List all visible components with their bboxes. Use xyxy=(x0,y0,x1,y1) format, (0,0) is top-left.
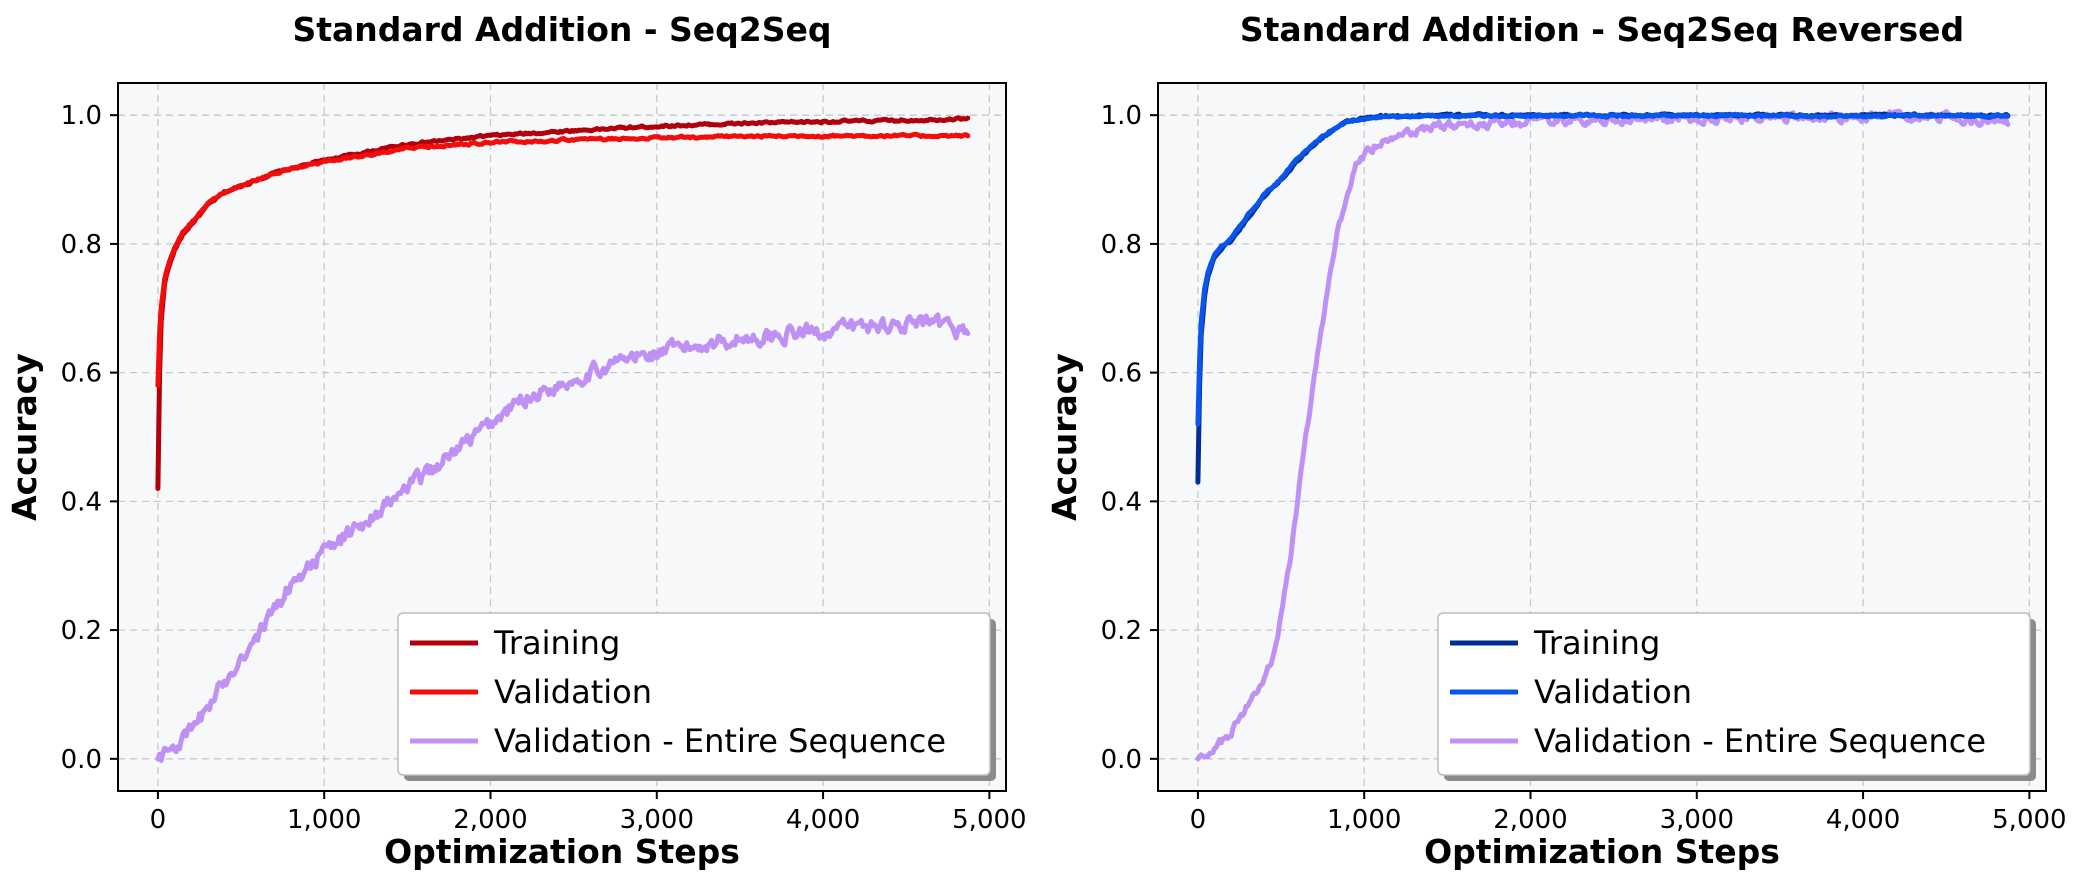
chart-1-legend: Training Validation Validation - Entire Se… xyxy=(397,612,996,781)
chart-1-series-group xyxy=(155,115,971,763)
chart-1-ytick-label: 0.6 xyxy=(61,359,102,389)
chart-1-xtick-label: 3,000 xyxy=(620,805,694,835)
chart-2-x-axis-label: Optimization Steps xyxy=(1424,832,1780,871)
chart-2-series-line-validation xyxy=(1195,111,2011,427)
chart-2-y-axis-label: Accuracy xyxy=(1045,353,1084,521)
chart-2-xtick-label: 2,000 xyxy=(1493,805,1567,835)
chart-1-series-line-validation-entire-sequence xyxy=(155,312,971,763)
chart-1-ytick-label: 0.0 xyxy=(61,745,102,775)
chart-1-series-line-validation xyxy=(155,131,971,388)
chart-2-ytick-label: 0.2 xyxy=(1101,616,1142,646)
chart-1-x-axis-label: Optimization Steps xyxy=(384,832,740,871)
chart-1-xtick-label: 2,000 xyxy=(453,805,527,835)
chart-1-ytick-label: 0.8 xyxy=(61,230,102,260)
chart-2-xtick-label: 5,000 xyxy=(1992,805,2066,835)
chart-1-xtick-label: 5,000 xyxy=(952,805,1026,835)
chart-2-xtick-label: 0 xyxy=(1190,805,1207,835)
chart-1-xtick-label: 1,000 xyxy=(287,805,361,835)
chart-2-xtick-label: 3,000 xyxy=(1660,805,1734,835)
chart-2: 0 1,000 2,000 3,000 4,000 5,000 0.0 0.2 0.4 0.6 0.… xyxy=(1045,10,2067,871)
chart-1-xtick-label: 0 xyxy=(150,805,167,835)
chart-2-ytick-label: 0.0 xyxy=(1101,745,1142,775)
chart-1-ytick-label: 1.0 xyxy=(61,101,102,131)
chart-1-y-axis-label: Accuracy xyxy=(5,353,44,521)
chart-1-ytick-label: 0.4 xyxy=(61,487,102,517)
chart-2-frame xyxy=(1157,82,2047,792)
chart-2-legend-label-1: Validation xyxy=(1534,673,1692,711)
chart-2-ytick-label: 0.8 xyxy=(1101,230,1142,260)
chart-2-xtick-label: 4,000 xyxy=(1826,805,1900,835)
chart-2-title: Standard Addition - Seq2Seq Reversed xyxy=(1240,10,1964,49)
chart-1-title: Standard Addition - Seq2Seq xyxy=(292,10,831,49)
chart-2-legend-label-0: Training xyxy=(1533,624,1660,662)
chart-1-legend-label-2: Validation - Entire Sequence xyxy=(494,722,946,760)
chart-1-ytick-label: 0.2 xyxy=(61,616,102,646)
chart-2-series-group xyxy=(1195,108,2011,762)
chart-2-xtick-label: 1,000 xyxy=(1327,805,1401,835)
chart-1-legend-label-0: Training xyxy=(493,624,620,662)
chart-1-frame xyxy=(117,82,1007,792)
chart-2-ytick-label: 0.4 xyxy=(1101,487,1142,517)
chart-2-ytick-label: 0.6 xyxy=(1101,359,1142,389)
chart-2-legend: Training Validation Validation - Entire Se… xyxy=(1437,612,2036,781)
chart-1-legend-label-1: Validation xyxy=(494,673,652,711)
chart-2-legend-label-2: Validation - Entire Sequence xyxy=(1534,722,1986,760)
chart-1-xtick-label: 4,000 xyxy=(786,805,860,835)
chart-1-legend-box xyxy=(397,612,991,776)
chart-2-legend-box xyxy=(1437,612,2031,776)
chart-1: 0 1,000 2,000 3,000 4,000 5,000 0.0 0.2 0.4 0.6 0.… xyxy=(5,10,1027,871)
chart-2-ytick-label: 1.0 xyxy=(1101,101,1142,131)
